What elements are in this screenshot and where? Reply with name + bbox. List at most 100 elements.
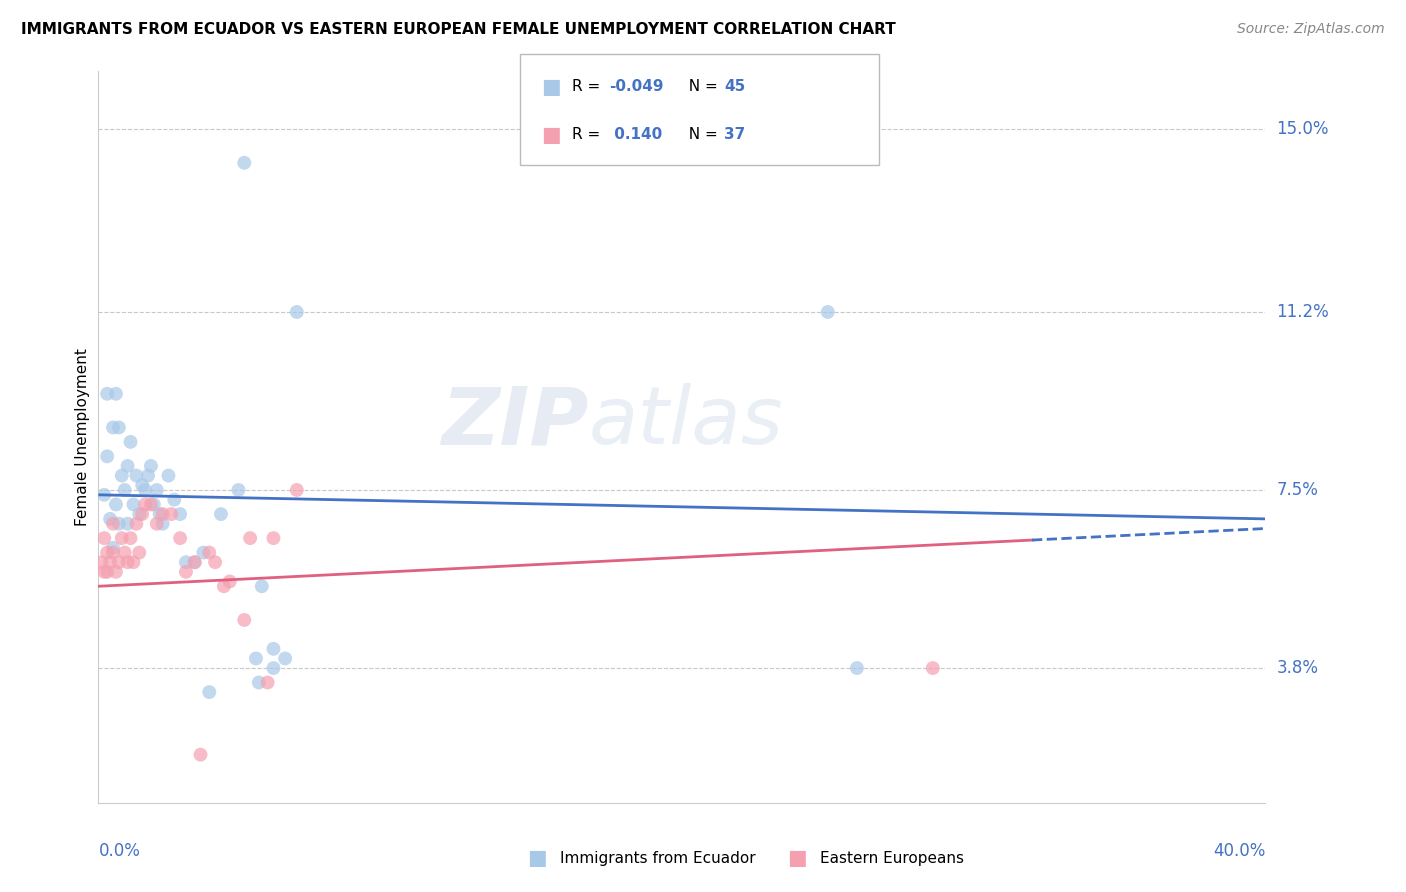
Point bbox=[114, 545, 136, 559]
Point bbox=[117, 458, 139, 473]
Point bbox=[285, 305, 308, 319]
Text: atlas: atlas bbox=[589, 384, 783, 461]
Text: IMMIGRANTS FROM ECUADOR VS EASTERN EUROPEAN FEMALE UNEMPLOYMENT CORRELATION CHAR: IMMIGRANTS FROM ECUADOR VS EASTERN EUROP… bbox=[21, 22, 896, 37]
Text: ■: ■ bbox=[541, 77, 561, 96]
Point bbox=[96, 545, 118, 559]
Point bbox=[169, 507, 191, 521]
Point bbox=[120, 531, 142, 545]
Text: Immigrants from Ecuador: Immigrants from Ecuador bbox=[560, 851, 755, 865]
Point bbox=[93, 488, 115, 502]
Point bbox=[98, 512, 121, 526]
Point bbox=[139, 498, 162, 512]
Point bbox=[117, 516, 139, 531]
Y-axis label: Female Unemployment: Female Unemployment bbox=[75, 348, 90, 526]
Text: ■: ■ bbox=[787, 848, 807, 868]
Point bbox=[136, 468, 159, 483]
Point bbox=[101, 420, 124, 434]
Point bbox=[152, 516, 174, 531]
Text: Eastern Europeans: Eastern Europeans bbox=[820, 851, 963, 865]
Point bbox=[128, 545, 150, 559]
Point bbox=[163, 492, 186, 507]
Point bbox=[98, 555, 121, 569]
Point bbox=[817, 305, 839, 319]
Point bbox=[228, 483, 250, 497]
Point bbox=[93, 565, 115, 579]
Point bbox=[209, 507, 232, 521]
Text: R =: R = bbox=[572, 128, 606, 143]
Point bbox=[183, 555, 205, 569]
Point bbox=[101, 545, 124, 559]
Point bbox=[131, 478, 153, 492]
Point bbox=[90, 555, 112, 569]
Point bbox=[250, 579, 273, 593]
Point bbox=[104, 565, 127, 579]
Text: 40.0%: 40.0% bbox=[1213, 842, 1265, 860]
Point bbox=[218, 574, 240, 589]
Point bbox=[262, 531, 284, 545]
Point bbox=[193, 545, 215, 559]
Point bbox=[274, 651, 297, 665]
Point bbox=[174, 565, 197, 579]
Point bbox=[262, 641, 284, 656]
Point bbox=[146, 516, 169, 531]
Text: ZIP: ZIP bbox=[441, 384, 589, 461]
Point bbox=[125, 516, 148, 531]
Text: N =: N = bbox=[679, 79, 723, 95]
Text: 15.0%: 15.0% bbox=[1277, 120, 1329, 138]
Point bbox=[122, 555, 145, 569]
Point bbox=[256, 675, 278, 690]
Point bbox=[122, 498, 145, 512]
Point bbox=[96, 565, 118, 579]
Text: -0.049: -0.049 bbox=[609, 79, 664, 95]
Point bbox=[96, 386, 118, 401]
Text: Source: ZipAtlas.com: Source: ZipAtlas.com bbox=[1237, 22, 1385, 37]
Point bbox=[108, 555, 131, 569]
Point bbox=[285, 483, 308, 497]
Point bbox=[198, 685, 221, 699]
Point bbox=[204, 555, 226, 569]
Point bbox=[233, 156, 256, 170]
Point bbox=[111, 468, 134, 483]
Point bbox=[921, 661, 943, 675]
Point bbox=[134, 498, 156, 512]
Point bbox=[233, 613, 256, 627]
Point bbox=[152, 507, 174, 521]
Point bbox=[212, 579, 235, 593]
Point bbox=[174, 555, 197, 569]
Point bbox=[198, 545, 221, 559]
Point bbox=[183, 555, 205, 569]
Point bbox=[157, 468, 180, 483]
Point bbox=[96, 450, 118, 464]
Text: 0.0%: 0.0% bbox=[98, 842, 141, 860]
Point bbox=[93, 531, 115, 545]
Point bbox=[131, 507, 153, 521]
Point bbox=[190, 747, 212, 762]
Point bbox=[108, 420, 131, 434]
Point bbox=[128, 507, 150, 521]
Text: 7.5%: 7.5% bbox=[1277, 481, 1319, 499]
Point bbox=[139, 458, 162, 473]
Text: R =: R = bbox=[572, 79, 606, 95]
Point bbox=[104, 386, 127, 401]
Text: N =: N = bbox=[679, 128, 723, 143]
Point bbox=[846, 661, 869, 675]
Point bbox=[134, 483, 156, 497]
Point bbox=[262, 661, 284, 675]
Point bbox=[142, 498, 165, 512]
Point bbox=[101, 541, 124, 555]
Point bbox=[104, 498, 127, 512]
Point bbox=[114, 483, 136, 497]
Point bbox=[245, 651, 267, 665]
Point bbox=[120, 434, 142, 449]
Point bbox=[111, 531, 134, 545]
Text: ■: ■ bbox=[527, 848, 547, 868]
Point bbox=[117, 555, 139, 569]
Point bbox=[149, 507, 172, 521]
Point bbox=[146, 483, 169, 497]
Point bbox=[108, 516, 131, 531]
Text: 0.140: 0.140 bbox=[609, 128, 662, 143]
Point bbox=[239, 531, 262, 545]
Text: 45: 45 bbox=[724, 79, 745, 95]
Point bbox=[101, 516, 124, 531]
Point bbox=[247, 675, 270, 690]
